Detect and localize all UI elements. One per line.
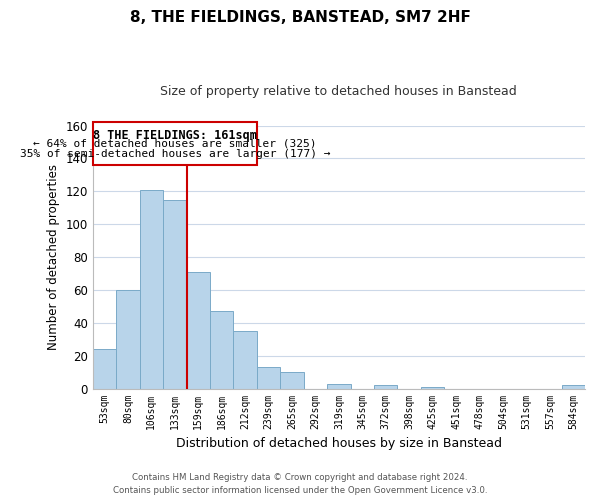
Bar: [187, 272, 210, 388]
Text: 35% of semi-detached houses are larger (177) →: 35% of semi-detached houses are larger (…: [20, 148, 330, 158]
Bar: [421, 387, 445, 388]
X-axis label: Distribution of detached houses by size in Banstead: Distribution of detached houses by size …: [176, 437, 502, 450]
Bar: [210, 312, 233, 388]
Bar: [140, 190, 163, 388]
Text: Contains HM Land Registry data © Crown copyright and database right 2024.
Contai: Contains HM Land Registry data © Crown c…: [113, 473, 487, 495]
Text: ← 64% of detached houses are smaller (325): ← 64% of detached houses are smaller (32…: [33, 138, 317, 148]
Title: Size of property relative to detached houses in Banstead: Size of property relative to detached ho…: [161, 85, 517, 98]
Bar: [562, 386, 585, 388]
Y-axis label: Number of detached properties: Number of detached properties: [47, 164, 60, 350]
Bar: [163, 200, 187, 388]
Bar: [116, 290, 140, 388]
Bar: [233, 331, 257, 388]
Bar: [257, 367, 280, 388]
Text: 8, THE FIELDINGS, BANSTEAD, SM7 2HF: 8, THE FIELDINGS, BANSTEAD, SM7 2HF: [130, 10, 470, 25]
Bar: [327, 384, 350, 388]
Bar: [93, 349, 116, 389]
Bar: [280, 372, 304, 388]
Text: 8 THE FIELDINGS: 161sqm: 8 THE FIELDINGS: 161sqm: [93, 129, 257, 142]
Bar: [374, 386, 397, 388]
FancyBboxPatch shape: [93, 122, 257, 165]
